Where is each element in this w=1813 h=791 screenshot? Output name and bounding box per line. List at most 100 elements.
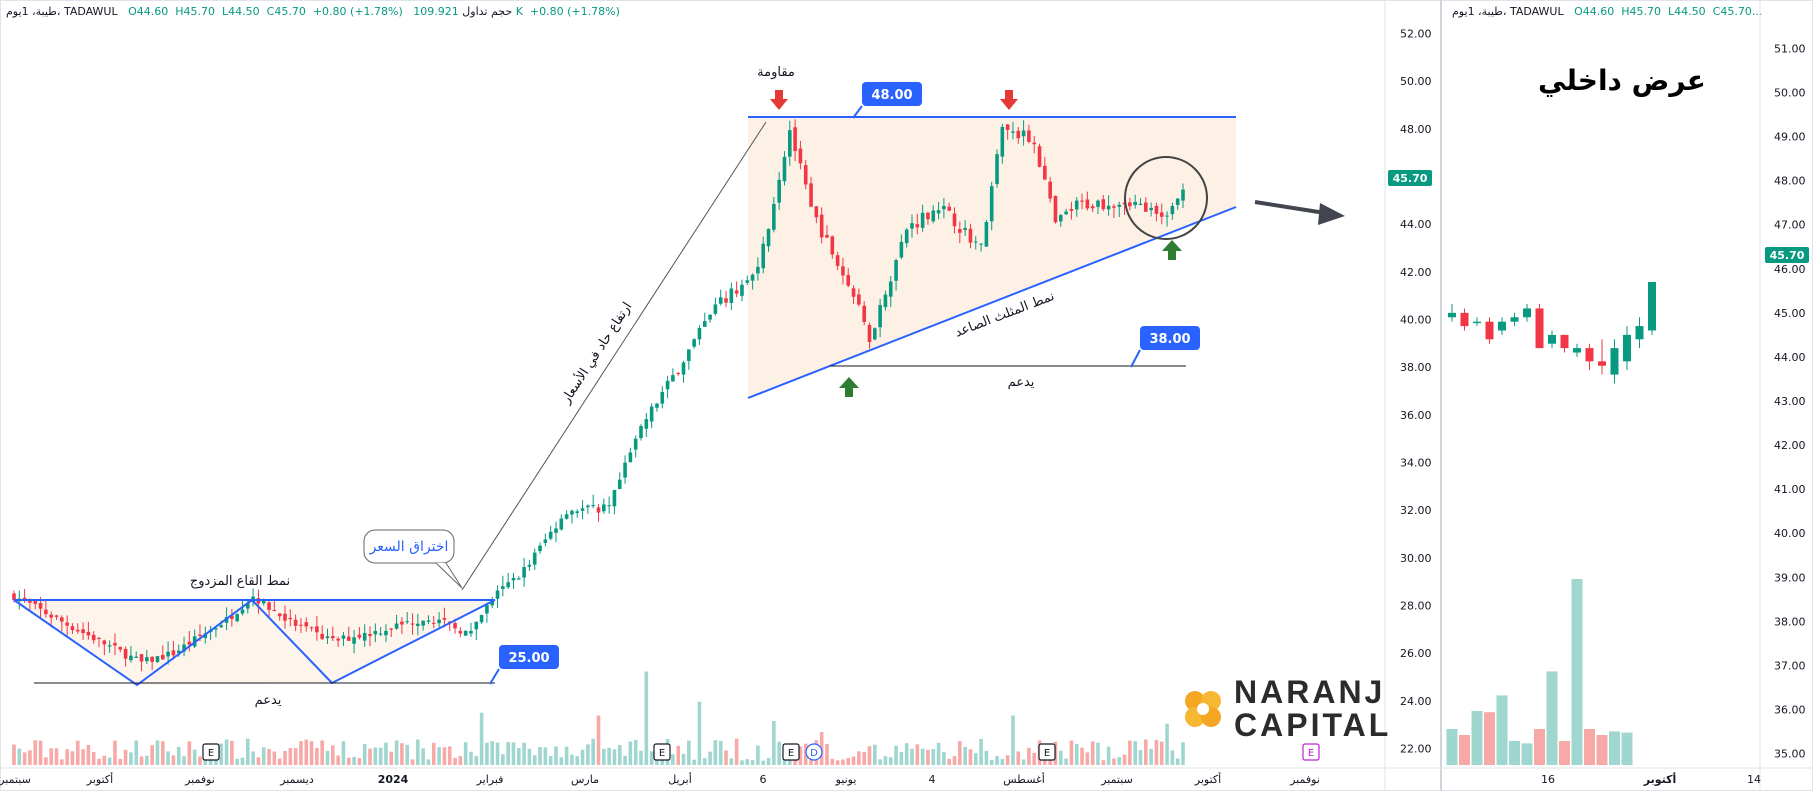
low-value: L44.50 [222,5,260,18]
main-price-axis[interactable]: 52.0050.0048.0046.0044.0042.0040.0038.00… [1400,28,1432,756]
support-price-flag: 38.00 [1130,326,1200,368]
y-tick-label: 22.00 [1400,742,1432,755]
volume-bar [830,758,835,765]
inset-y-tick-label: 49.00 [1774,131,1806,144]
candle [315,616,319,641]
candle [1048,176,1052,203]
inset-time-axis[interactable]: 16 أكتوبر 14 [1541,772,1761,786]
candle [745,275,750,286]
volume-bar [729,758,734,765]
inset-volume-bar [1446,729,1458,765]
brand-line2: CAPITAL [1234,707,1392,743]
volume-bar [548,756,553,765]
open-value: O44.60 [128,5,169,18]
candle [612,489,617,515]
candle [81,622,85,640]
volume-bar [192,749,197,765]
volume-bar [299,741,303,765]
candle [1069,201,1074,220]
candle [1000,123,1005,164]
inset-price-axis[interactable]: 51.00 50.00 49.00 48.00 47.00 46.00 45.00 44.00… [1774,42,1806,760]
candle [681,360,686,383]
main-time-axis[interactable]: سبتمبر أكتوبر نوفمبر ديسمبر 2024 فبراير مارس أب… [0,772,1320,786]
candle [867,322,872,349]
volume-bar [915,744,920,765]
inset-volume-bar [1609,731,1620,765]
volume-bar [750,760,755,765]
volume-bar [431,742,436,765]
volume-bar [17,748,22,765]
candle [559,514,564,531]
inset-x-tick-label: 16 [1541,773,1555,786]
volume-bar [798,746,803,765]
candle [1096,199,1100,215]
inset-volume-bar [1596,735,1608,765]
candle [729,282,734,311]
x-tick-label: نوفمبر [184,773,215,786]
volume-bar [734,738,739,765]
double-bottom-price-text: 25.00 [508,651,549,666]
symbol-label: طيبة، 1يوم، TADAWUL [6,5,118,18]
candle [331,626,335,642]
volume-bar [761,760,766,765]
breakout-label: اختراق السعر [369,539,449,555]
candle [346,626,351,641]
volume-label: حجم تداول [462,5,513,18]
candle [1128,197,1132,211]
y-tick-label: 24.00 [1400,695,1432,708]
volume-bar [400,743,404,765]
volume-bar [543,747,548,765]
highlight-circle [1124,156,1208,240]
candle [506,572,510,589]
y-tick-label: 34.00 [1400,456,1432,469]
volume-value: 109.921 K [413,5,523,18]
double-bottom-price-flag: 25.00 [489,645,559,685]
candle [1043,156,1047,181]
candle [320,625,324,641]
volume-bar [442,747,447,765]
volume-bar [687,740,691,765]
volume-bar [846,758,851,765]
volume-bar [123,749,128,765]
volume-bar [841,759,845,765]
candle [362,624,367,647]
candle [989,181,994,231]
volume-bar [469,751,473,765]
double-bottom-label: نمط القاع المزدوج [190,574,290,589]
candle [325,628,330,644]
close-value: C45.70 [266,5,306,18]
candle [230,609,234,627]
candle [102,639,107,656]
candle [1037,143,1042,168]
volume-bar [22,752,27,765]
candle [527,559,532,571]
inset-volume-bar [1584,729,1595,765]
volume-bar [538,747,542,765]
volume-bar [756,745,760,765]
candle [421,620,425,631]
candle [113,633,117,656]
resistance-price-flag: 48.00 [852,82,922,119]
volume-bar [384,742,388,765]
inset-y-tick-label: 50.00 [1774,86,1806,99]
candle [389,627,394,637]
volume-bar [139,756,144,765]
inset-volume-bar [1621,732,1633,765]
candle [777,171,781,210]
inset-y-tick-label: 43.00 [1774,395,1806,408]
candle [676,371,681,376]
volume-bar [532,755,537,765]
y-tick-label: 44.00 [1400,218,1432,231]
volume-bar [1138,750,1143,765]
volume-bar [352,756,356,765]
candle [1074,197,1079,217]
candle [1005,124,1010,140]
candle [91,631,96,644]
candle [267,599,271,617]
inset-candle [1510,312,1519,327]
volume-bar [495,742,500,765]
candle [1027,124,1031,144]
support-markers [839,240,1182,397]
